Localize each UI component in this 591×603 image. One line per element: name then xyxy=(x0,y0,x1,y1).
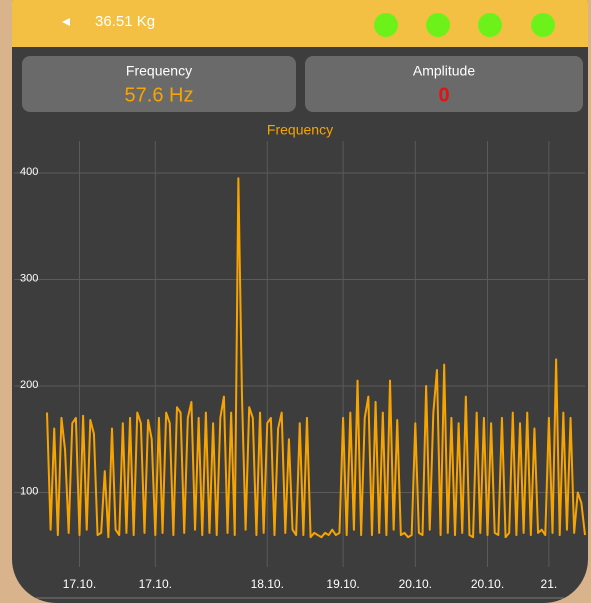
card-label: Frequency xyxy=(126,63,192,79)
line-series xyxy=(46,177,586,539)
app: 36.51 Kg Frequency 57.6 Hz Amplitude 0 F… xyxy=(12,0,588,603)
status-dot xyxy=(478,13,502,37)
x-tick-label: 18.10. xyxy=(251,577,284,591)
y-tick-label: 300 xyxy=(20,272,38,284)
y-tick-label: 200 xyxy=(20,379,38,391)
status-dot xyxy=(374,13,398,37)
card-value: 0 xyxy=(438,84,449,106)
status-dot xyxy=(531,13,555,37)
x-tick-label: 17.10. xyxy=(63,577,96,591)
chart-title: Frequency xyxy=(267,122,333,138)
y-tick-label: 400 xyxy=(20,166,38,178)
status-dot xyxy=(426,13,450,37)
card xyxy=(305,56,583,112)
x-tick-label: 20.10. xyxy=(399,577,432,591)
weight: 36.51 Kg xyxy=(95,13,155,30)
x-tick-label: 20.10. xyxy=(471,577,504,591)
card-label: Amplitude xyxy=(413,63,475,79)
x-tick-label: 19.10. xyxy=(326,577,359,591)
card xyxy=(22,56,296,112)
x-tick-label: 21. xyxy=(541,577,558,591)
y-tick-label: 100 xyxy=(20,485,38,497)
card-value: 57.6 Hz xyxy=(125,84,194,106)
back-icon[interactable] xyxy=(62,18,70,26)
x-tick-label: 17.10. xyxy=(139,577,172,591)
